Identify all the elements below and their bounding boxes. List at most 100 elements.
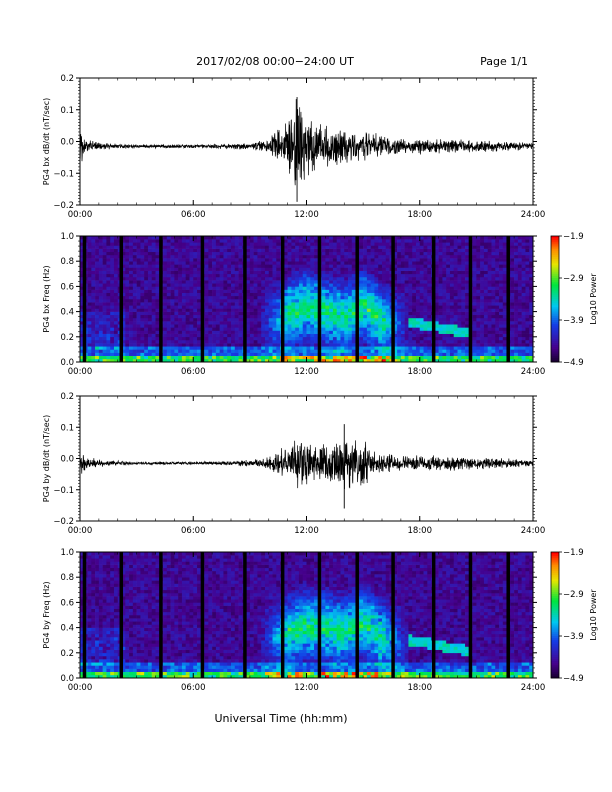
heatmap-cell <box>193 273 198 278</box>
heatmap-cell <box>329 330 334 334</box>
heatmap-cell <box>227 254 232 259</box>
heatmap-cell <box>321 236 326 240</box>
heatmap-cell <box>453 292 458 297</box>
heatmap-cell <box>121 349 126 353</box>
heatmap-cell <box>529 267 534 271</box>
heatmap-cell <box>219 330 224 334</box>
heatmap-cell <box>140 349 145 353</box>
heatmap-cell <box>310 311 315 316</box>
heatmap-cell <box>249 339 254 344</box>
heatmap-cell <box>336 333 341 338</box>
heatmap-cell <box>272 286 277 290</box>
heatmap-cell <box>449 276 455 281</box>
heatmap-cell <box>98 317 103 322</box>
heatmap-cell <box>382 349 387 353</box>
heatmap-cell <box>465 333 470 338</box>
heatmap-cell <box>238 314 243 319</box>
heatmap-cell <box>525 305 530 309</box>
heatmap-cell <box>408 349 413 353</box>
heatmap-cell <box>246 324 251 328</box>
heatmap-cell <box>231 239 236 243</box>
heatmap-cell <box>419 333 424 338</box>
heatmap-cell <box>264 305 270 309</box>
heatmap-cell <box>348 286 353 290</box>
heatmap-cell <box>246 283 251 287</box>
heatmap-cell <box>181 339 187 344</box>
heatmap-cell <box>264 280 270 284</box>
heatmap-cell <box>276 333 281 338</box>
heatmap-cell <box>449 261 455 265</box>
heatmap-cell <box>151 292 156 297</box>
heatmap-cell <box>238 305 243 309</box>
heatmap-cell <box>98 295 103 300</box>
heatmap-cell <box>314 273 319 278</box>
heatmap-cell <box>472 273 477 278</box>
heatmap-cell <box>253 261 258 265</box>
heatmap-cell <box>332 343 337 347</box>
heatmap-cell <box>125 305 130 309</box>
heatmap-cell <box>287 346 292 350</box>
heatmap-cell <box>374 330 379 334</box>
heatmap-cell <box>291 302 296 306</box>
heatmap-cell <box>268 343 273 347</box>
heatmap-cell <box>302 239 307 243</box>
heatmap-cell <box>223 324 228 328</box>
heatmap-cell <box>495 346 500 350</box>
heatmap-cell <box>212 292 217 297</box>
heatmap-cell <box>529 327 534 331</box>
heatmap-cell <box>336 343 341 347</box>
heatmap-cell <box>363 311 368 316</box>
heatmap-cell <box>147 286 153 290</box>
heatmap-cell <box>189 261 194 265</box>
heatmap-cell <box>487 299 492 303</box>
heatmap-cell <box>483 283 489 287</box>
heatmap-cell <box>457 327 462 331</box>
heatmap-cell <box>87 343 92 347</box>
heatmap-cell <box>174 327 179 331</box>
heatmap-cell <box>231 321 236 325</box>
heatmap-cell <box>393 321 398 325</box>
heatmap-cell <box>268 286 273 290</box>
heatmap-cell <box>174 283 179 287</box>
heatmap-cell <box>483 245 489 249</box>
heatmap-cell <box>257 336 262 341</box>
heatmap-cell <box>366 308 371 312</box>
heatmap-cell <box>321 248 326 253</box>
heatmap-cell <box>457 355 462 360</box>
heatmap-cell <box>136 251 141 256</box>
heatmap-cell <box>499 302 504 306</box>
heatmap-cell <box>98 358 103 363</box>
heatmap-cell <box>348 314 353 319</box>
heatmap-cell <box>325 327 330 331</box>
heatmap-cell <box>185 343 190 347</box>
heatmap-cell <box>378 270 383 275</box>
heatmap-cell <box>272 352 277 356</box>
heatmap-cell <box>106 330 111 334</box>
heatmap-cell <box>310 330 315 334</box>
heatmap-cell <box>261 245 266 249</box>
heatmap-cell <box>438 280 443 284</box>
heatmap-cell <box>510 239 515 243</box>
heatmap-cell <box>87 352 92 356</box>
heatmap-cell <box>234 286 239 290</box>
heatmap-cell <box>415 302 421 306</box>
heatmap-cell <box>178 286 183 290</box>
heatmap-cell <box>521 289 526 293</box>
heatmap-cell <box>465 264 470 268</box>
heatmap-cell <box>234 289 239 293</box>
heatmap-cell <box>147 324 153 328</box>
heatmap-cell <box>442 317 447 322</box>
heatmap-cell <box>438 254 443 259</box>
heatmap-cell <box>344 258 349 262</box>
heatmap-cell <box>423 258 428 262</box>
heatmap-cell <box>476 264 481 268</box>
figure-title: 2017/02/08 00:00−24:00 UT <box>196 55 354 68</box>
heatmap-cell <box>415 270 421 275</box>
heatmap-cell <box>366 286 371 290</box>
heatmap-cell <box>80 258 85 262</box>
heatmap-cell <box>472 314 477 319</box>
heatmap-cell <box>287 276 292 281</box>
heatmap-cell <box>189 317 194 322</box>
heatmap-cell <box>491 327 496 331</box>
heatmap-cell <box>461 245 466 249</box>
